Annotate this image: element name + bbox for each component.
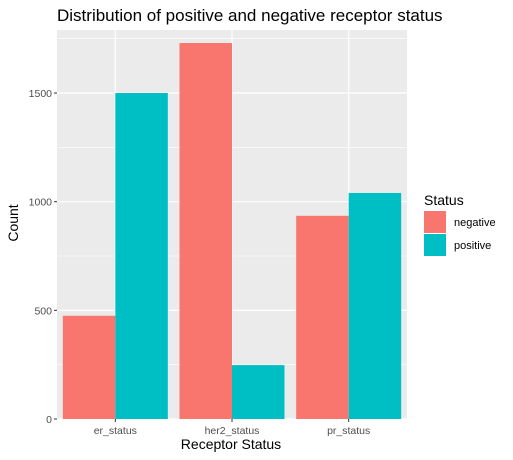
chart-title: Distribution of positive and negative re… [57,6,443,25]
y-axis-title: Count [5,204,21,241]
y-tick-label: 1500 [29,88,53,100]
x-tick-label: er_status [94,425,137,437]
bar-positive-her2_status [232,365,285,419]
plot-panel [57,30,407,420]
y-tick-label: 0 [46,414,52,426]
legend-label-positive: positive [454,240,491,252]
legend-title: Status [424,192,464,208]
x-axis-title: Receptor Status [181,436,281,452]
y-tick-label: 1000 [29,197,53,209]
bar-negative-er_status [62,315,116,419]
x-axis: er_status her2_status pr_status [94,419,370,437]
x-tick-label: pr_status [327,425,370,437]
y-tick-label: 500 [34,305,52,317]
bar-negative-her2_status [179,43,232,420]
legend-key-positive [424,234,446,256]
legend-key-negative [424,211,446,233]
x-tick-label: her2_status [205,425,260,437]
legend-label-negative: negative [454,217,496,229]
bar-positive-pr_status [348,192,402,419]
bar-negative-pr_status [296,215,349,419]
y-axis: 0 500 1000 1500 [29,88,57,426]
legend: Status negative positive [424,192,496,256]
bar-positive-er_status [115,93,168,420]
